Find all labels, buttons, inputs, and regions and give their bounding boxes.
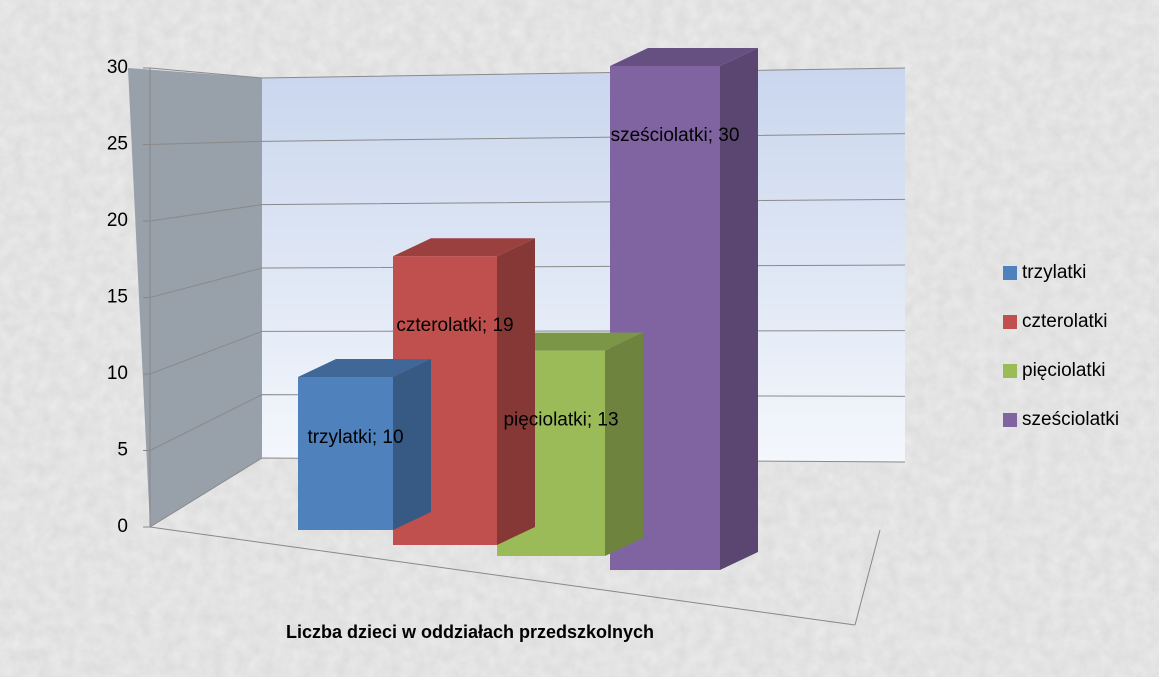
y-tick-label: 0 (117, 516, 128, 537)
bar-top (393, 238, 535, 257)
legend-swatch (1003, 266, 1017, 280)
floor-edge (149, 526, 856, 626)
bar-side (497, 238, 535, 545)
legend-label: czterolatki (1022, 311, 1108, 332)
y-tick-label: 25 (107, 134, 128, 155)
legend-swatch (1003, 413, 1017, 427)
bar (298, 377, 393, 530)
legend-label: pięciolatki (1022, 360, 1105, 381)
legend-label: trzylatki (1022, 262, 1086, 283)
y-tick-label: 30 (107, 57, 128, 78)
y-tick-label: 15 (107, 287, 128, 308)
legend-label: sześciolatki (1022, 409, 1119, 430)
data-label: sześciolatki; 30 (611, 125, 740, 146)
side-wall (128, 68, 262, 527)
bar-side (605, 332, 643, 556)
bar-side (720, 48, 758, 570)
legend-swatch (1003, 364, 1017, 378)
data-label: pięciolatki; 13 (503, 410, 618, 431)
y-tick-label: 5 (117, 440, 128, 461)
legend-swatch (1003, 315, 1017, 329)
data-label: czterolatki; 19 (396, 315, 513, 336)
bar-top (298, 359, 431, 377)
x-axis-label: Liczba dzieci w oddziałach przedszkolnyc… (286, 622, 654, 642)
y-tick-label: 20 (107, 210, 128, 231)
data-label: trzylatki; 10 (307, 427, 403, 448)
floor-edge (854, 529, 881, 626)
bar-top (610, 48, 758, 66)
bar-side (393, 359, 431, 530)
y-tick-label: 10 (107, 363, 128, 384)
